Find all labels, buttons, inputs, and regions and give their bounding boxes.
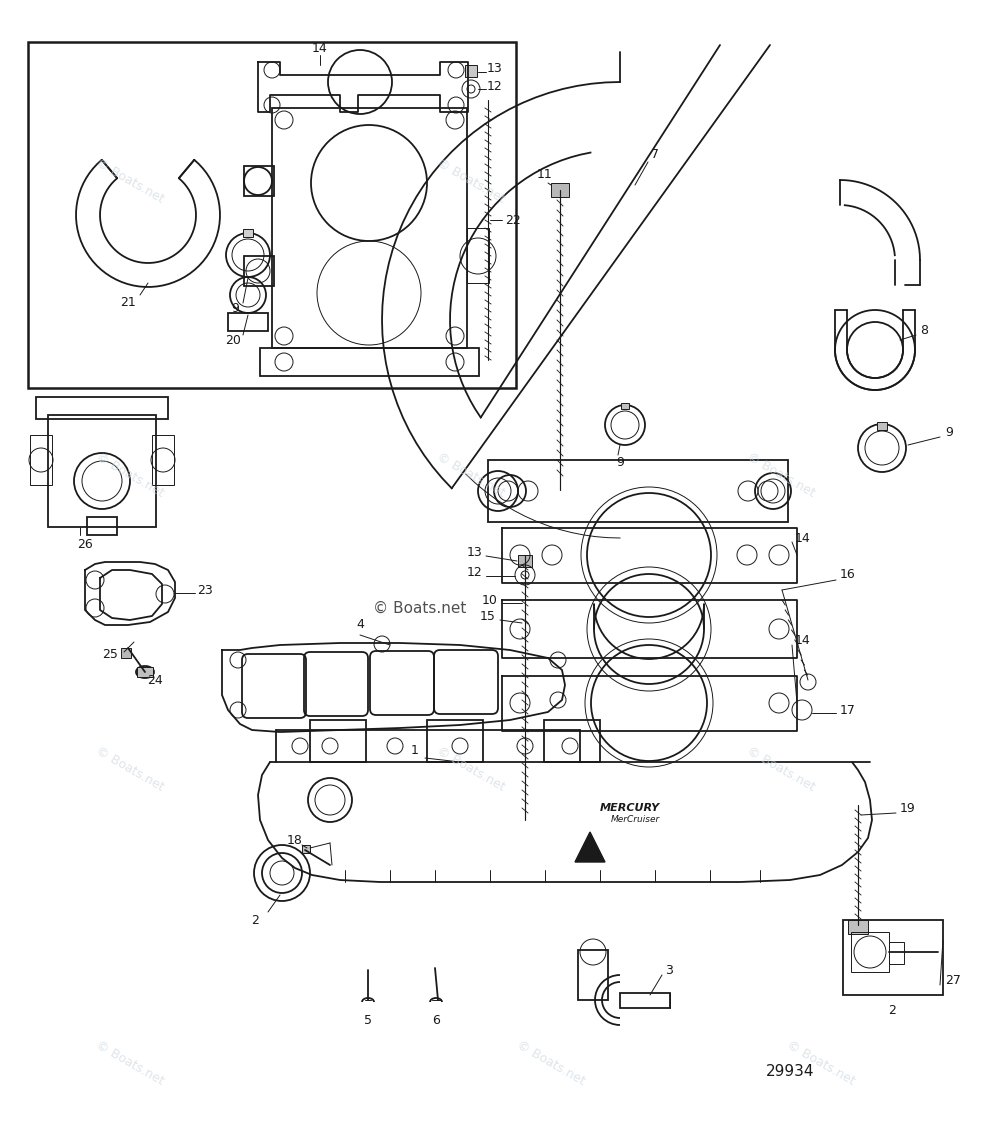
Text: 22: 22 xyxy=(505,214,521,226)
Text: 14: 14 xyxy=(795,532,811,544)
Text: © Boats.net: © Boats.net xyxy=(434,450,507,500)
Text: 13: 13 xyxy=(487,61,503,75)
Bar xyxy=(889,942,904,964)
Text: © Boats.net: © Boats.net xyxy=(94,1038,166,1088)
Text: © Boats.net: © Boats.net xyxy=(434,156,507,206)
Bar xyxy=(152,435,174,485)
Bar xyxy=(36,397,168,418)
Text: 24: 24 xyxy=(147,673,163,687)
Text: © Boats.net: © Boats.net xyxy=(434,744,507,794)
Bar xyxy=(877,422,887,430)
Text: 26: 26 xyxy=(77,538,93,552)
Text: © Boats.net: © Boats.net xyxy=(745,450,817,500)
Text: 1: 1 xyxy=(411,743,419,757)
Bar xyxy=(551,183,569,197)
Text: 7: 7 xyxy=(651,148,659,162)
Text: © Boats.net: © Boats.net xyxy=(785,1038,857,1088)
Bar xyxy=(28,42,516,388)
Bar xyxy=(228,313,268,331)
Text: 5: 5 xyxy=(364,1013,372,1027)
Bar xyxy=(848,920,868,934)
Text: © Boats.net: © Boats.net xyxy=(515,1038,587,1088)
Bar xyxy=(244,256,274,286)
Bar xyxy=(578,950,608,1000)
Text: 15: 15 xyxy=(480,611,495,623)
Bar xyxy=(488,460,788,523)
Bar xyxy=(310,720,366,762)
Text: 9: 9 xyxy=(616,456,624,468)
Text: 12: 12 xyxy=(467,567,482,579)
Text: 21: 21 xyxy=(120,295,136,309)
Text: © Boats.net: © Boats.net xyxy=(373,601,466,615)
Bar xyxy=(244,166,274,196)
Bar xyxy=(260,348,479,375)
Text: 12: 12 xyxy=(487,79,503,93)
Bar xyxy=(465,64,477,77)
Text: 10: 10 xyxy=(482,594,497,606)
Bar xyxy=(87,517,117,535)
Bar xyxy=(544,720,600,762)
Text: 27: 27 xyxy=(945,974,961,986)
Bar xyxy=(272,107,467,348)
Text: 8: 8 xyxy=(920,323,928,337)
Text: 9: 9 xyxy=(945,425,953,439)
Text: MERCURY: MERCURY xyxy=(600,803,660,813)
Bar xyxy=(427,720,483,762)
Text: © Boats.net: © Boats.net xyxy=(94,744,166,794)
Bar xyxy=(121,648,131,658)
Text: 2: 2 xyxy=(888,1003,896,1017)
Text: MerCruiser: MerCruiser xyxy=(611,815,660,824)
Text: 17: 17 xyxy=(840,703,856,717)
Text: 16: 16 xyxy=(840,569,856,581)
Bar xyxy=(302,845,310,853)
Text: 11: 11 xyxy=(538,169,553,181)
Bar xyxy=(467,228,489,283)
Polygon shape xyxy=(575,832,605,862)
Text: 19: 19 xyxy=(900,802,916,814)
Bar xyxy=(843,920,943,995)
Text: 4: 4 xyxy=(356,619,364,631)
Text: 9: 9 xyxy=(231,302,239,314)
Bar xyxy=(30,435,52,485)
Text: 13: 13 xyxy=(467,546,482,560)
Bar xyxy=(48,415,156,527)
Text: © Boats.net: © Boats.net xyxy=(745,744,817,794)
Text: 29934: 29934 xyxy=(766,1064,814,1079)
Bar xyxy=(137,667,153,677)
Text: 20: 20 xyxy=(225,334,241,346)
Bar xyxy=(518,555,532,567)
Bar xyxy=(621,403,629,409)
Text: 14: 14 xyxy=(312,42,328,54)
Text: 3: 3 xyxy=(665,964,673,976)
Text: 23: 23 xyxy=(197,584,213,596)
Bar xyxy=(851,932,889,972)
Text: 25: 25 xyxy=(102,648,118,662)
Text: 2: 2 xyxy=(251,914,259,926)
Text: 14: 14 xyxy=(795,633,811,647)
Text: © Boats.net: © Boats.net xyxy=(94,450,166,500)
Text: 18: 18 xyxy=(287,834,303,846)
Bar xyxy=(243,228,253,238)
Bar xyxy=(620,993,670,1008)
Text: © Boats.net: © Boats.net xyxy=(94,156,166,206)
Text: 6: 6 xyxy=(432,1013,439,1027)
